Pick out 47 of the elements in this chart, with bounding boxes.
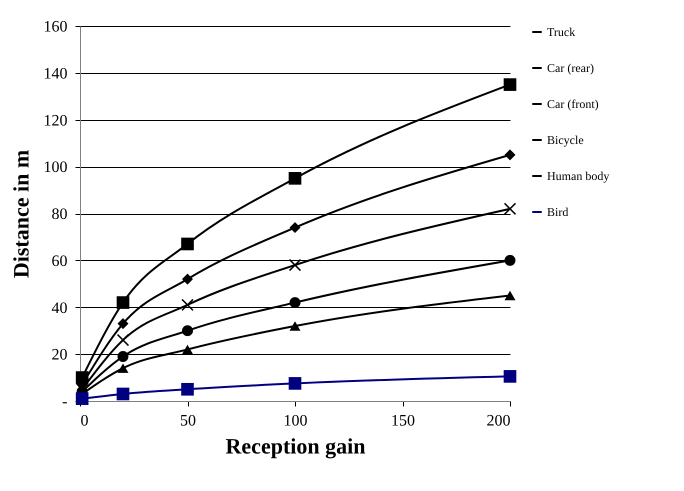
point [504,370,516,383]
point [181,298,194,312]
point [182,344,193,354]
y-tick-label: 100 [44,159,68,176]
y-tick-label: 80 [52,206,68,223]
legend-label: Car (rear) [547,61,594,75]
point [181,382,194,396]
x-tick-label: 200 [486,412,510,430]
point [288,172,302,185]
legend-label: Car (front) [547,97,599,111]
y-tick-label: 20 [52,346,68,364]
legend-label: Bicycle [547,133,584,147]
point [116,296,130,309]
point [182,274,193,285]
point [504,254,516,266]
point [290,321,300,331]
point [76,392,88,405]
y-tick-label: - [62,394,68,410]
y-tick-label: 40 [52,300,68,317]
point [290,297,300,308]
point [504,202,516,216]
y-tick-label: 120 [44,112,68,130]
y-tick-label: 160 [44,18,68,36]
point [504,290,516,300]
legend-label: Bird [547,205,568,219]
x-tick-label: 150 [391,412,415,430]
point [181,238,194,250]
x-tick-label: 100 [284,412,308,430]
y-tick-label: 140 [44,65,68,82]
y-tick-label: 60 [52,252,68,270]
x-axis-title: Reception gain [226,434,366,458]
point [288,377,302,390]
point [116,388,130,400]
legend-label: Human body [547,169,610,183]
x-tick-label: 50 [180,412,196,430]
point [182,325,193,336]
point [118,318,128,330]
point [118,351,128,362]
point [504,149,516,160]
legend-label: Truck [547,25,576,39]
point [504,78,516,91]
point [116,334,130,346]
point [290,222,300,234]
x-tick-label: 0 [80,412,88,430]
point [118,363,128,373]
point [288,258,302,272]
y-axis-title: Distance in m [8,150,34,278]
